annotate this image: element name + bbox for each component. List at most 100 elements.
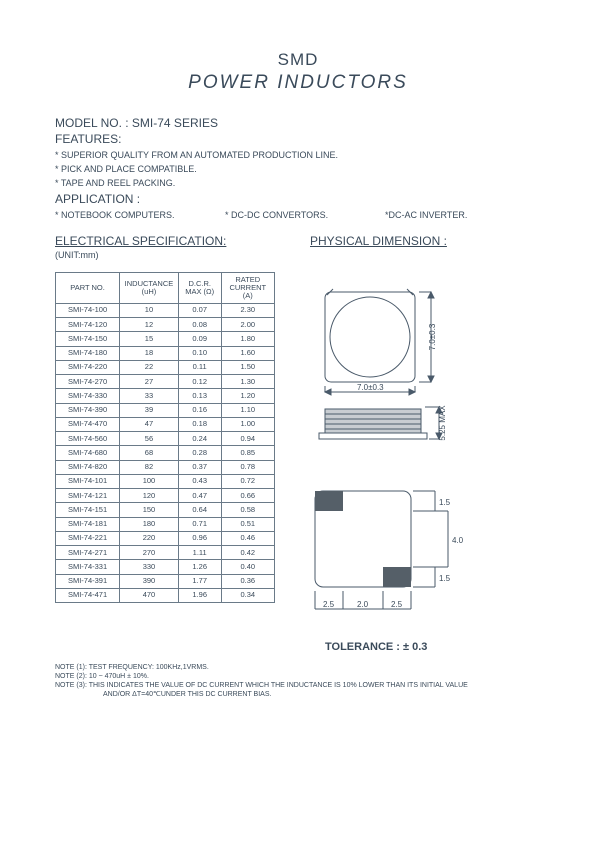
table-cell: 1.77 xyxy=(178,574,221,588)
table-row: SMI-74-1811800.710.51 xyxy=(56,517,275,531)
table-cell: 0.18 xyxy=(178,417,221,431)
table-cell: 82 xyxy=(120,460,179,474)
table-cell: SMI-74-820 xyxy=(56,460,120,474)
table-row: SMI-74-680680.280.85 xyxy=(56,446,275,460)
table-cell: 47 xyxy=(120,417,179,431)
table-row: SMI-74-470470.181.00 xyxy=(56,417,275,431)
dim-pad-h1: 1.5 xyxy=(439,498,451,507)
table-cell: SMI-74-221 xyxy=(56,531,120,545)
table-cell: 0.42 xyxy=(221,546,274,560)
table-row: SMI-74-330330.131.20 xyxy=(56,389,275,403)
table-cell: 390 xyxy=(120,574,179,588)
table-cell: 0.94 xyxy=(221,432,274,446)
table-cell: SMI-74-150 xyxy=(56,332,120,346)
table-row: SMI-74-820820.370.78 xyxy=(56,460,275,474)
col-dcr: D.C.R. MAX (Ω) xyxy=(178,273,221,304)
table-row: SMI-74-3313301.260.40 xyxy=(56,560,275,574)
table-cell: SMI-74-331 xyxy=(56,560,120,574)
table-row: SMI-74-1511500.640.58 xyxy=(56,503,275,517)
table-cell: 180 xyxy=(120,517,179,531)
table-cell: 1.20 xyxy=(221,389,274,403)
table-cell: 0.72 xyxy=(221,474,274,488)
table-row: SMI-74-270270.121.30 xyxy=(56,375,275,389)
table-cell: 0.28 xyxy=(178,446,221,460)
notes-block: NOTE (1): TEST FREQUENCY: 100KHz,1VRMS. … xyxy=(55,663,541,699)
col-part-no: PART NO. xyxy=(56,273,120,304)
table-cell: 56 xyxy=(120,432,179,446)
table-cell: SMI-74-270 xyxy=(56,375,120,389)
table-cell: 1.10 xyxy=(221,403,274,417)
table-row: SMI-74-4714701.960.34 xyxy=(56,588,275,602)
note-1: NOTE (1): TEST FREQUENCY: 100KHz,1VRMS. xyxy=(55,663,541,672)
table-cell: 0.58 xyxy=(221,503,274,517)
dim-pad-gap: 4.0 xyxy=(452,536,464,545)
table-cell: SMI-74-560 xyxy=(56,432,120,446)
table-cell: 0.12 xyxy=(178,375,221,389)
table-cell: 0.36 xyxy=(221,574,274,588)
dim-pad-h2: 1.5 xyxy=(439,574,451,583)
electrical-spec-header: ELECTRICAL SPECIFICATION: xyxy=(55,234,310,248)
side-view-diagram: 5.25 MAX xyxy=(305,401,505,451)
feature-3: * TAPE AND REEL PACKING. xyxy=(55,178,541,188)
model-no-value: SMI-74 SERIES xyxy=(132,116,218,130)
table-cell: 0.10 xyxy=(178,346,221,360)
table-cell: 0.51 xyxy=(221,517,274,531)
table-cell: 0.13 xyxy=(178,389,221,403)
table-cell: 1.30 xyxy=(221,375,274,389)
table-cell: 0.24 xyxy=(178,432,221,446)
table-cell: SMI-74-151 xyxy=(56,503,120,517)
model-no-label: MODEL NO. : xyxy=(55,116,129,130)
features-label: FEATURES: xyxy=(55,132,541,146)
dimension-diagrams: 7.0±0.3 7.0±0.3 5.25 MAX xyxy=(305,272,541,653)
physical-dimension-header: PHYSICAL DIMENSION : xyxy=(310,234,447,248)
spec-table: PART NO. INDUCTANCE (uH) D.C.R. MAX (Ω) … xyxy=(55,272,275,603)
table-cell: SMI-74-101 xyxy=(56,474,120,488)
table-cell: SMI-74-390 xyxy=(56,403,120,417)
table-row: SMI-74-560560.240.94 xyxy=(56,432,275,446)
table-cell: 15 xyxy=(120,332,179,346)
table-cell: 0.16 xyxy=(178,403,221,417)
table-cell: SMI-74-100 xyxy=(56,303,120,317)
table-cell: 0.43 xyxy=(178,474,221,488)
model-no-line: MODEL NO. : SMI-74 SERIES xyxy=(55,116,541,130)
table-cell: 0.37 xyxy=(178,460,221,474)
table-row: SMI-74-100100.072.30 xyxy=(56,303,275,317)
table-cell: 2.00 xyxy=(221,318,274,332)
dim-ps-0: 2.5 xyxy=(323,600,335,609)
col-rated: RATED CURRENT (A) xyxy=(221,273,274,304)
table-cell: 12 xyxy=(120,318,179,332)
app-3: *DC-AC INVERTER. xyxy=(385,210,467,220)
table-cell: 0.66 xyxy=(221,489,274,503)
dim-height: 7.0±0.3 xyxy=(428,323,437,350)
table-cell: 0.85 xyxy=(221,446,274,460)
table-cell: 0.34 xyxy=(221,588,274,602)
table-cell: 68 xyxy=(120,446,179,460)
table-cell: 330 xyxy=(120,560,179,574)
table-cell: 39 xyxy=(120,403,179,417)
top-view-diagram: 7.0±0.3 7.0±0.3 xyxy=(305,282,505,397)
table-cell: 0.40 xyxy=(221,560,274,574)
table-cell: 0.71 xyxy=(178,517,221,531)
unit-label: (UNIT:mm) xyxy=(55,250,541,260)
table-cell: 220 xyxy=(120,531,179,545)
application-row: * NOTEBOOK COMPUTERS. * DC-DC CONVERTORS… xyxy=(55,210,541,220)
table-cell: SMI-74-680 xyxy=(56,446,120,460)
table-cell: 2.30 xyxy=(221,303,274,317)
table-cell: 0.11 xyxy=(178,360,221,374)
table-cell: 10 xyxy=(120,303,179,317)
table-row: SMI-74-3913901.770.36 xyxy=(56,574,275,588)
table-row: SMI-74-390390.161.10 xyxy=(56,403,275,417)
table-cell: 18 xyxy=(120,346,179,360)
table-row: SMI-74-1211200.470.66 xyxy=(56,489,275,503)
title-smd: SMD xyxy=(55,50,541,70)
note-3: NOTE (3): THIS INDICATES THE VALUE OF DC… xyxy=(55,681,541,690)
table-cell: 1.26 xyxy=(178,560,221,574)
table-cell: 0.46 xyxy=(221,531,274,545)
table-cell: 22 xyxy=(120,360,179,374)
title-power-inductors: POWER INDUCTORS xyxy=(55,72,541,94)
feature-1: * SUPERIOR QUALITY FROM AN AUTOMATED PRO… xyxy=(55,150,541,160)
table-cell: 1.00 xyxy=(221,417,274,431)
table-cell: 0.09 xyxy=(178,332,221,346)
table-cell: 1.50 xyxy=(221,360,274,374)
table-cell: SMI-74-470 xyxy=(56,417,120,431)
